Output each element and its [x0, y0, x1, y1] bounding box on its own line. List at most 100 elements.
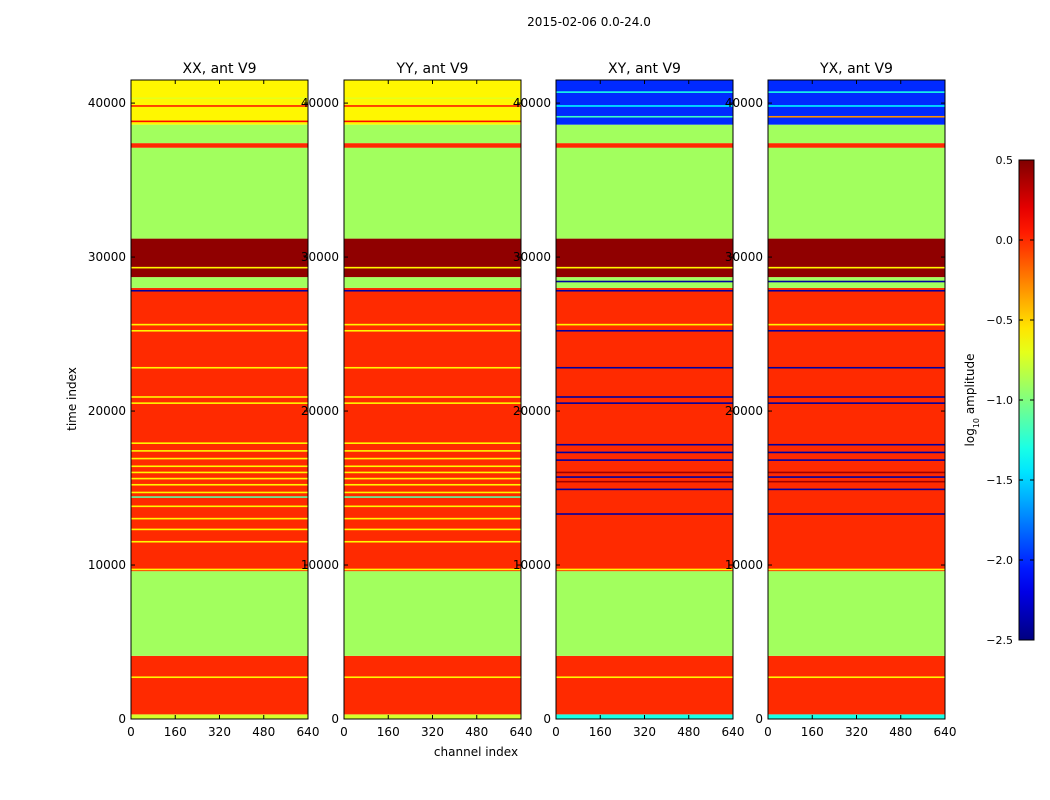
x-tick-label: 320: [208, 725, 231, 739]
x-tick-label: 640: [297, 725, 320, 739]
heatmap-line: [344, 366, 521, 369]
panel-1: XX, ant V9 0 160 320 480 640 0 10000 20000 30000 4…: [88, 61, 320, 739]
heatmap-line: [344, 457, 521, 460]
heatmap-line: [131, 396, 308, 398]
heatmap-line: [768, 396, 945, 398]
heatmap-line: [344, 528, 521, 531]
y-tick-label: 40000: [301, 96, 339, 110]
heatmap-line: [131, 568, 308, 571]
colorbar-label: log10 amplitude: [963, 354, 981, 447]
colorbar-tick-label: 0.0: [996, 234, 1014, 247]
heatmap-band: [344, 124, 521, 144]
heatmap-band: [344, 277, 521, 288]
heatmap-band: [768, 238, 945, 278]
heatmap-line: [131, 442, 308, 444]
heatmap-line: [556, 289, 733, 292]
heatmap-band: [768, 143, 945, 148]
heatmap-line: [768, 676, 945, 679]
x-tick-label: 480: [252, 725, 275, 739]
colorbar-tick-label: −1.0: [986, 394, 1013, 407]
panel-title: XX, ant V9: [183, 61, 257, 77]
heatmap-band: [556, 238, 733, 278]
heatmap-line: [556, 280, 733, 283]
heatmap-line: [344, 477, 521, 480]
heatmap-line: [131, 105, 308, 107]
colorbar-tick-label: −1.5: [986, 474, 1013, 487]
heatmap-line: [131, 266, 308, 269]
heatmap-line: [556, 91, 733, 93]
heatmap-line: [556, 323, 733, 326]
heatmap-line: [131, 450, 308, 452]
heatmap-line: [131, 465, 308, 468]
y-tick-label: 10000: [301, 558, 339, 572]
heatmap-band: [131, 147, 308, 239]
heatmap-line: [131, 491, 308, 494]
x-tick-label: 480: [677, 725, 700, 739]
x-tick-label: 160: [377, 725, 400, 739]
heatmap-line: [131, 471, 308, 474]
y-tick-label: 20000: [513, 404, 551, 418]
heatmap-line: [768, 488, 945, 491]
x-tick-label: 0: [340, 725, 348, 739]
x-tick-label: 320: [845, 725, 868, 739]
heatmap-line: [344, 517, 521, 520]
heatmap-line: [768, 280, 945, 283]
heatmap-line: [344, 450, 521, 452]
heatmap-line: [131, 329, 308, 332]
heatmap-band: [131, 124, 308, 144]
heatmap-line: [768, 480, 945, 483]
heatmap-line: [768, 366, 945, 369]
heatmap-line: [131, 323, 308, 326]
heatmap-line: [768, 329, 945, 332]
heatmap-line: [344, 491, 521, 494]
heatmap-line: [556, 513, 733, 515]
x-tick-label: 320: [421, 725, 444, 739]
heatmap-band: [768, 571, 945, 656]
heatmap-line: [131, 496, 308, 498]
heatmap-band: [556, 80, 733, 125]
panels-group: XX, ant V9 0 160 320 480 640 0 10000 20000 30000 4…: [88, 61, 957, 739]
heatmap-line: [344, 442, 521, 444]
heatmap-line: [556, 443, 733, 446]
heatmap-line: [768, 105, 945, 107]
heatmap-line: [556, 568, 733, 571]
heatmap-line: [344, 396, 521, 398]
heatmap-band: [131, 80, 308, 125]
y-tick-label: 0: [543, 712, 551, 726]
heatmap-band: [344, 143, 521, 148]
heatmap-line: [768, 459, 945, 461]
heatmap-band: [344, 655, 521, 715]
heatmap-line: [344, 289, 521, 292]
heatmap-line: [344, 465, 521, 468]
x-axis-label: channel index: [434, 745, 518, 759]
x-tick-label: 640: [510, 725, 533, 739]
x-tick-label: 0: [764, 725, 772, 739]
y-tick-label: 0: [755, 712, 763, 726]
heatmap-line: [556, 266, 733, 269]
x-tick-label: 320: [633, 725, 656, 739]
heatmap-band: [556, 277, 733, 288]
y-tick-label: 10000: [513, 558, 551, 572]
heatmap-line: [344, 323, 521, 326]
heatmap-line: [344, 120, 521, 123]
x-tick-label: 0: [127, 725, 135, 739]
heatmap-line: [344, 540, 521, 543]
heatmap-line: [131, 517, 308, 520]
panel-title: YX, ant V9: [819, 61, 893, 77]
x-tick-label: 480: [465, 725, 488, 739]
panel-title: YY, ant V9: [396, 61, 469, 77]
heatmap-line: [556, 396, 733, 398]
heatmap-line: [556, 471, 733, 474]
y-tick-label: 30000: [88, 250, 126, 264]
heatmap-line: [344, 496, 521, 498]
heatmap-line: [768, 323, 945, 326]
heatmap-line: [768, 471, 945, 474]
panel-title: XY, ant V9: [608, 61, 681, 77]
heatmap-line: [131, 366, 308, 369]
y-axis-label: time index: [65, 367, 79, 431]
heatmap-band: [131, 238, 308, 278]
heatmap-line: [131, 540, 308, 543]
heatmap-line: [344, 505, 521, 508]
heatmap-line: [131, 505, 308, 508]
